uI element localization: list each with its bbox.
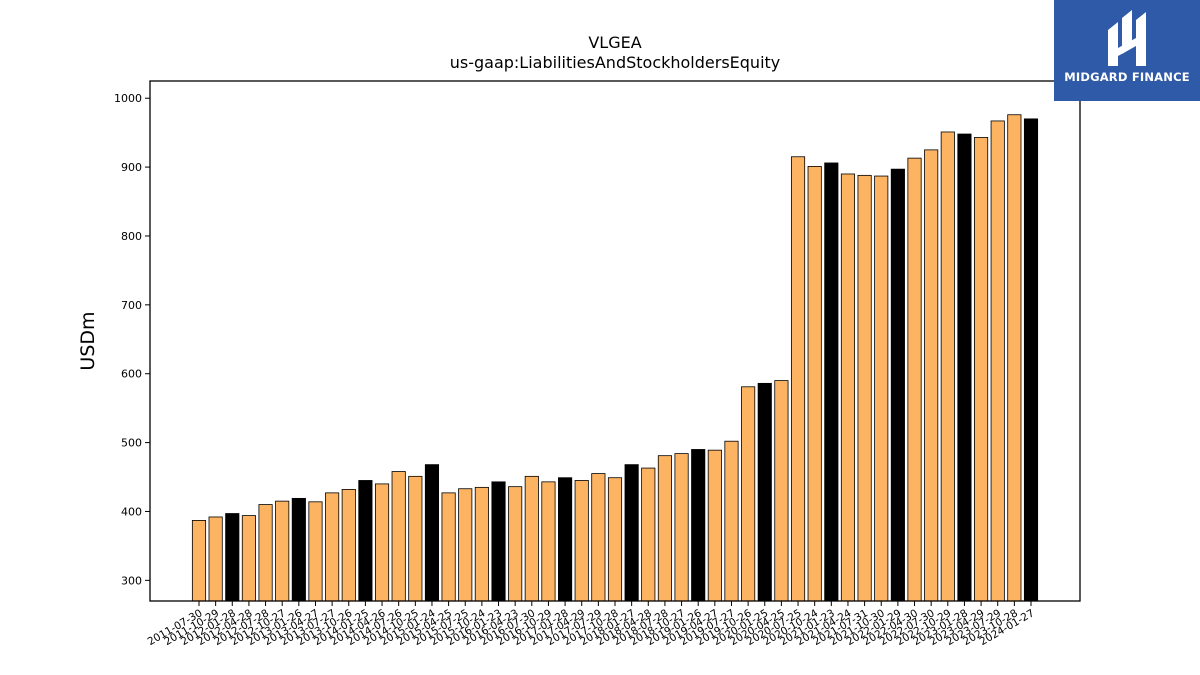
- bar-2012-10-27: [275, 500, 290, 602]
- bar-2020-04-25: [774, 380, 789, 602]
- y-tick-label: 900: [121, 161, 142, 174]
- y-tick-label: 800: [121, 230, 142, 243]
- bar-2011-10-29: [208, 516, 223, 602]
- bar-2017-01-28: [558, 477, 573, 602]
- bar-2023-10-28: [1007, 114, 1022, 602]
- y-tick-label: 600: [121, 368, 142, 381]
- bar-2013-07-27: [325, 492, 340, 602]
- bar-2014-04-26: [374, 483, 390, 602]
- bar-2016-04-23: [508, 486, 523, 602]
- bar-2022-01-29: [890, 168, 905, 602]
- bar-2019-07-27: [724, 440, 739, 602]
- midgard-finance-logo: MIDGARD FINANCE: [1054, 0, 1200, 101]
- plot-frame: [149, 80, 1081, 602]
- bar-2015-10-24: [474, 486, 489, 602]
- bar-2012-07-28: [258, 504, 273, 602]
- bar-2021-01-23: [824, 162, 839, 602]
- bar-2015-01-24: [424, 464, 440, 602]
- bar-2011-07-30: [191, 520, 207, 602]
- chart-subtitle: us-gaap:LiabilitiesAndStockholdersEquity: [450, 53, 781, 72]
- bar-2015-04-25: [441, 492, 456, 602]
- bar-2023-04-29: [974, 137, 989, 602]
- midgard-logo-icon: [1108, 10, 1146, 66]
- bar-2022-10-29: [940, 131, 955, 602]
- bar-2018-01-27: [624, 464, 639, 602]
- bar-2014-10-25: [408, 475, 423, 602]
- bar-2019-10-26: [741, 386, 756, 602]
- bar-2021-07-31: [857, 174, 872, 602]
- y-tick-label: 400: [121, 505, 142, 518]
- bar-2015-07-25: [458, 488, 473, 602]
- bar-2018-07-28: [657, 455, 672, 602]
- bar-2017-10-28: [607, 477, 623, 602]
- y-tick-label: 1000: [114, 92, 142, 105]
- bar-2016-01-23: [491, 481, 506, 602]
- chart-title: VLGEA: [588, 33, 641, 52]
- bar-2019-01-26: [691, 449, 706, 602]
- bar-2022-04-30: [907, 157, 922, 602]
- bar-2023-01-28: [957, 133, 972, 602]
- bar-2013-01-26: [291, 497, 306, 602]
- bar-2023-07-29: [990, 120, 1005, 602]
- bar-2016-10-29: [541, 481, 556, 602]
- bar-2020-07-25: [790, 156, 806, 602]
- bar-2013-04-27: [308, 501, 323, 602]
- x-axis-ticks: 2011-07-302011-10-292012-01-282012-04-28…: [146, 601, 1037, 648]
- y-tick-label: 300: [121, 574, 142, 587]
- bar-2024-01-27: [1023, 118, 1039, 602]
- bar-2013-10-26: [341, 489, 356, 602]
- y-tick-label: 500: [121, 437, 142, 450]
- y-axis-label: USDm: [77, 311, 99, 370]
- bar-2014-07-26: [391, 471, 406, 602]
- bar-2016-07-30: [524, 475, 539, 602]
- bar-2020-10-24: [807, 166, 822, 602]
- y-axis-ticks: 300 400 500 600 700 800 900 1000: [114, 92, 150, 587]
- bar-2019-04-27: [707, 449, 722, 602]
- bar-2012-01-28: [225, 513, 240, 602]
- y-tick-label: 700: [121, 299, 142, 312]
- bar-2017-07-29: [591, 473, 606, 602]
- bar-2014-01-25: [358, 480, 373, 602]
- bar-2020-01-25: [757, 382, 772, 602]
- bar-2018-04-28: [641, 467, 656, 602]
- logo-text: MIDGARD FINANCE: [1064, 70, 1190, 84]
- bar-2018-10-27: [674, 453, 689, 602]
- bar-2012-04-28: [241, 515, 256, 602]
- bar-2017-04-29: [574, 480, 589, 602]
- bars-group: [191, 114, 1039, 602]
- bar-2021-10-30: [874, 175, 889, 602]
- bar-2022-07-30: [924, 149, 939, 602]
- bar-2021-04-24: [840, 173, 856, 602]
